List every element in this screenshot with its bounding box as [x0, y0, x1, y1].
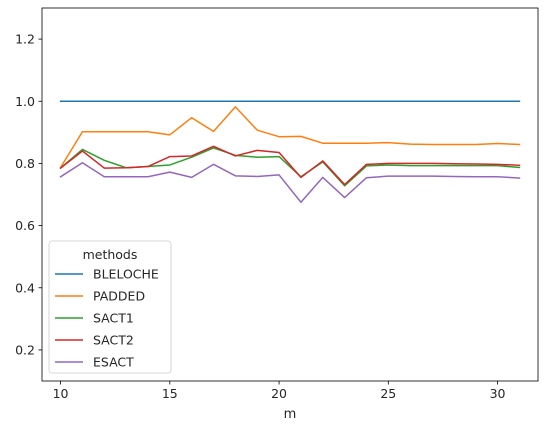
y-tick-label: 0.6	[15, 218, 35, 233]
x-tick-label: 15	[162, 386, 178, 401]
series-line-sact2	[59, 145, 521, 186]
y-tick-label: 0.2	[15, 342, 35, 357]
y-axis-ticks: 0.2 0.4 0.6 0.8 1.0 1.2	[15, 32, 42, 357]
series-layer	[59, 100, 521, 204]
axes	[41, 7, 539, 382]
x-tick-label: 30	[490, 386, 506, 401]
legend-label-bleloche: BLELOCHE	[93, 267, 159, 282]
legend-label-sact1: SACT1	[93, 311, 134, 326]
y-tick-label: 1.2	[15, 32, 35, 47]
x-tick-label: 25	[380, 386, 396, 401]
series-line-padded	[59, 106, 521, 169]
y-tick-label: 1.0	[15, 94, 35, 109]
y-tick-label: 0.4	[15, 280, 35, 295]
legend-label-esact: ESACT	[93, 355, 134, 370]
x-tick-label: 10	[53, 386, 69, 401]
x-axis-ticks: 10 15 20 25 30	[53, 381, 506, 401]
y-tick-label: 0.8	[15, 156, 35, 171]
legend-label-sact2: SACT2	[93, 333, 134, 348]
legend-title: methods	[83, 247, 138, 262]
x-axis-label: m	[284, 407, 297, 422]
series-line-esact	[59, 162, 521, 204]
legend-label-padded: PADDED	[93, 289, 145, 304]
legend: methods BLELOCHE PADDED SACT1 SACT2 ESACT	[48, 240, 172, 374]
plot-frame	[41, 7, 539, 382]
x-tick-label: 20	[271, 386, 287, 401]
